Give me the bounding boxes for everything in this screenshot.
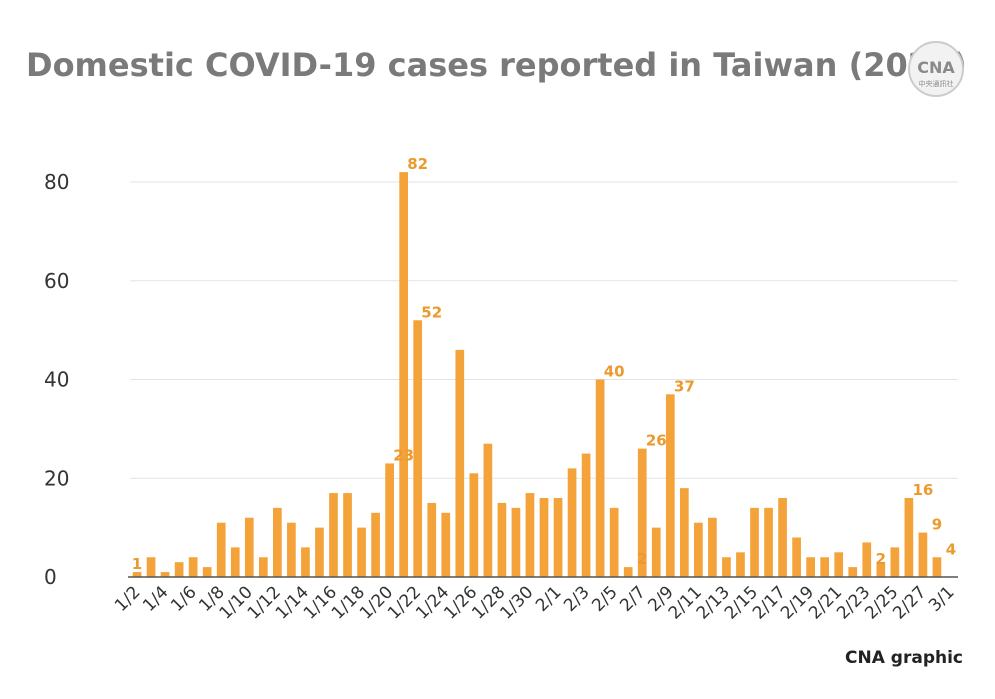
data-label: 1	[132, 555, 142, 573]
data-label: 9	[932, 516, 942, 534]
y-tick-label: 60	[44, 269, 69, 293]
bar-2-20	[820, 557, 830, 577]
bar-1-6	[188, 557, 198, 577]
bar-2-28	[932, 557, 942, 577]
bar-1-30	[525, 493, 535, 577]
data-labels: 1 23 82 52 40 2 26 37 2 16 94	[132, 155, 956, 573]
bar-1-12	[273, 507, 282, 577]
bar-2-6	[623, 567, 633, 577]
data-label: 4	[946, 540, 956, 558]
bars	[132, 172, 942, 577]
bar-1-18	[357, 527, 366, 577]
bar-1-19	[371, 512, 380, 577]
x-tick-label: 3/1	[925, 582, 958, 615]
bar-2-14	[736, 552, 745, 577]
bar-2-7	[637, 448, 647, 577]
bar-2-15	[750, 507, 759, 577]
y-tick-label: 40	[44, 368, 69, 392]
data-label: 16	[912, 481, 933, 499]
bar-1-11	[258, 557, 268, 577]
bar-2-17	[778, 498, 787, 577]
data-label: 26	[646, 432, 667, 450]
x-tick-label: 2/1	[532, 582, 565, 615]
data-label: 37	[674, 377, 695, 395]
x-tick-label: 1/4	[139, 582, 172, 615]
data-label: 23	[393, 446, 414, 464]
bar-1-16	[329, 493, 338, 577]
bar-2-27	[918, 532, 928, 577]
bar-2-19	[806, 557, 815, 577]
bar-1-26	[469, 473, 479, 577]
bar-1-4	[160, 572, 170, 577]
bar-2-4	[595, 379, 605, 577]
bar-1-29	[511, 507, 521, 577]
y-tick-label: 20	[44, 466, 69, 490]
y-tick-label: 0	[44, 565, 57, 589]
bar-1-15	[315, 527, 324, 577]
data-label: 2	[637, 550, 647, 568]
data-label: 82	[407, 155, 428, 173]
bar-2-21	[834, 552, 844, 577]
data-label: 52	[421, 303, 442, 321]
bar-2-9	[665, 394, 675, 577]
bar-2-8	[651, 527, 661, 577]
x-tick-label: 2/27	[889, 582, 930, 623]
bar-1-17	[343, 493, 352, 577]
bar-1-3	[146, 557, 156, 577]
bar-2-11	[694, 522, 703, 577]
bar-1-27	[483, 443, 493, 577]
x-tick-label: 1/6	[167, 582, 200, 615]
logo-abbr: CNA	[917, 58, 955, 77]
bar-2-5	[609, 507, 619, 577]
bar-1-23	[427, 502, 437, 577]
bar-2-24	[876, 562, 886, 577]
bar-1-2	[132, 572, 142, 577]
bar-1-22	[413, 320, 423, 577]
bar-1-13	[287, 522, 296, 577]
bar-2-25	[890, 547, 900, 577]
bar-2-2	[567, 468, 577, 577]
bar-2-1	[553, 498, 563, 577]
bar-2-26	[904, 498, 914, 577]
bar-1-14	[301, 547, 310, 577]
bar-2-3	[581, 453, 591, 577]
bar-1-20	[385, 463, 394, 577]
data-label: 2	[876, 550, 886, 568]
data-label: 40	[604, 363, 625, 381]
y-tick-label: 80	[44, 170, 69, 194]
bar-1-31	[539, 498, 549, 577]
x-tick-label: 2/3	[560, 582, 593, 615]
bar-2-12	[708, 517, 717, 577]
bar-2-22	[848, 567, 858, 577]
bar-2-13	[722, 557, 731, 577]
bar-2-23	[862, 542, 872, 577]
chart-title: Domestic COVID-19 cases reported in Taiw…	[26, 46, 967, 84]
credit-text: CNA graphic	[845, 648, 963, 668]
bar-1-8	[216, 522, 226, 577]
bar-1-5	[174, 562, 184, 577]
bar-2-10	[679, 488, 689, 577]
bar-1-28	[497, 502, 507, 577]
bar-1-24	[441, 512, 451, 577]
bar-1-10	[244, 517, 254, 577]
x-tick-label: 2/5	[588, 582, 621, 615]
gridlines	[130, 181, 958, 479]
cna-logo-icon: CNA 中央通訊社	[908, 41, 964, 97]
bar-1-9	[230, 547, 240, 577]
logo-sub: 中央通訊社	[919, 79, 954, 88]
x-tick-label: 1/2	[111, 582, 144, 615]
bar-1-7	[202, 567, 212, 577]
bar-2-18	[792, 537, 801, 577]
x-tick-label: 1/30	[496, 582, 537, 623]
bar-1-21	[399, 172, 409, 577]
x-tick-label: 2/7	[616, 582, 649, 615]
bar-1-25	[455, 349, 465, 577]
bar-2-16	[764, 507, 773, 577]
